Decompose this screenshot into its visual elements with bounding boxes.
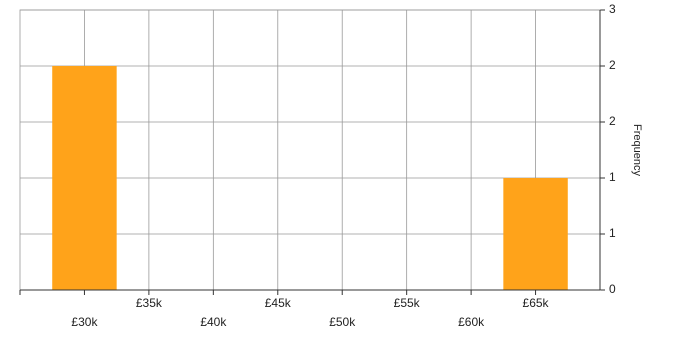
- x-tick-label: £50k: [329, 315, 356, 329]
- y-tick-label: 2: [609, 58, 616, 72]
- bar: [503, 178, 568, 290]
- x-tick-label: £55k: [394, 296, 421, 310]
- y-tick-label: 3: [609, 2, 616, 16]
- y-tick-label: 1: [609, 170, 616, 184]
- y-tick-label: 0: [609, 282, 616, 296]
- x-tick-label: £45k: [265, 296, 292, 310]
- y-tick-label: 1: [609, 226, 616, 240]
- y-axis-label: Frequency: [631, 124, 643, 176]
- x-tick-label: £30k: [71, 315, 98, 329]
- x-tick-label: £60k: [458, 315, 485, 329]
- x-tick-label: £35k: [136, 296, 163, 310]
- bar: [52, 66, 117, 290]
- x-tick-label: £40k: [200, 315, 227, 329]
- x-tick-label: £65k: [523, 296, 550, 310]
- y-tick-label: 2: [609, 114, 616, 128]
